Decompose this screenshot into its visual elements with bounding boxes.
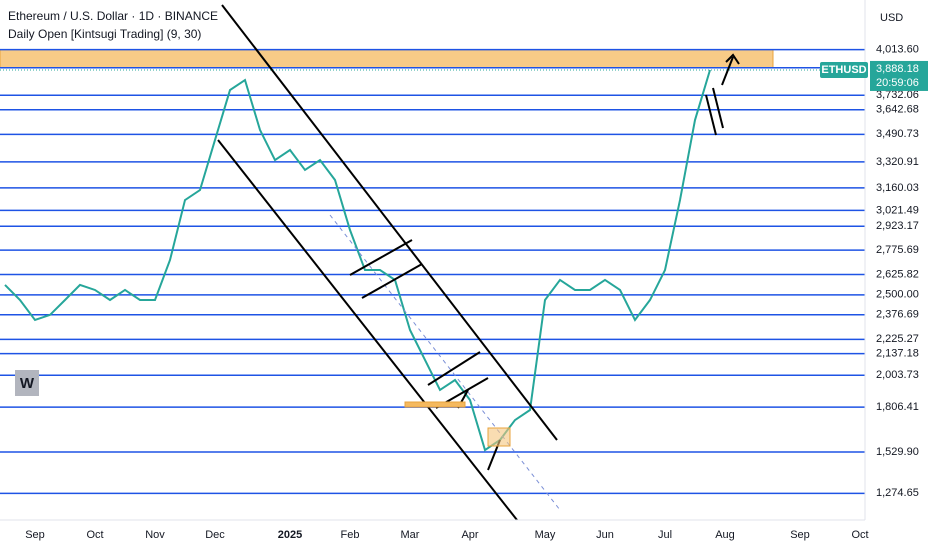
tick-label-bg	[870, 332, 928, 347]
tick-label-bg	[870, 88, 928, 103]
y-tick-label: 3,320.91	[876, 156, 919, 168]
y-tick-label: 2,500.00	[876, 289, 919, 301]
y-tick-label: 3,490.73	[876, 128, 919, 140]
indicator-label: Daily Open [Kintsugi Trading] (9, 30)	[8, 27, 201, 41]
y-tick-label: 3,160.03	[876, 182, 919, 194]
y-tick-label: 2,137.18	[876, 348, 919, 360]
tick-label-bg	[870, 42, 928, 57]
x-tick-label: Jun	[596, 529, 614, 541]
tick-label-bg	[870, 102, 928, 117]
arrow-head	[725, 53, 740, 65]
tick-label-bg	[870, 203, 928, 218]
tick-label-bg	[870, 127, 928, 142]
flag-line	[349, 239, 413, 276]
channel-upper	[221, 4, 558, 441]
tick-label-bg	[870, 486, 928, 501]
arrow-shaft	[721, 56, 734, 86]
tick-label-bg	[870, 287, 928, 302]
tick-label-bg	[870, 368, 928, 383]
tick-label-bg	[870, 346, 928, 361]
symbol-tag-bg	[820, 61, 868, 78]
tick-label-bg	[870, 180, 928, 195]
symbol-tag: ETHUSD	[821, 64, 866, 76]
x-tick-label: Mar	[401, 529, 420, 541]
badge-box	[15, 370, 39, 396]
y-tick-label: 1,274.65	[876, 487, 919, 499]
y-tick-label: 2,775.69	[876, 244, 919, 256]
chart-title: Ethereum / U.S. Dollar · 1D · BINANCE	[8, 9, 218, 23]
tick-label-bg	[870, 444, 928, 459]
last-price-bg	[870, 60, 928, 91]
y-tick-label: 2,625.82	[876, 268, 919, 280]
tick-label-bg	[870, 243, 928, 258]
y-tick-label: 2,923.17	[876, 220, 919, 232]
x-tick-label: May	[535, 529, 556, 541]
tick-label-bg	[870, 154, 928, 169]
tick-label-bg	[870, 267, 928, 282]
y-tick-label: 4,013.60	[876, 44, 919, 56]
y-tick-label: 1,529.90	[876, 446, 919, 458]
tick-label-bg	[870, 400, 928, 415]
x-tick-label: Feb	[341, 529, 360, 541]
y-tick-label: 1,806.41	[876, 401, 919, 413]
x-tick-label: Sep	[790, 529, 810, 541]
x-tick-label: Sep	[25, 529, 45, 541]
flag-line	[705, 94, 717, 136]
tick-label-bg	[870, 307, 928, 322]
flag-line	[427, 351, 481, 386]
currency-label: USD	[880, 12, 903, 24]
y-tick-label: 2,376.69	[876, 309, 919, 321]
countdown: 20:59:06	[876, 77, 919, 89]
x-tick-label: Oct	[86, 529, 103, 541]
x-tick-label: Dec	[205, 529, 225, 541]
x-tick-label: 2025	[278, 529, 302, 541]
y-tick-label: 3,732.06	[876, 89, 919, 101]
flag-line	[712, 87, 724, 129]
y-tick-label: 3,021.49	[876, 204, 919, 216]
x-tick-label: Apr	[461, 529, 478, 541]
x-tick-label: Nov	[145, 529, 165, 541]
flag-line	[361, 263, 423, 299]
tick-label-bg	[870, 219, 928, 234]
zone-box	[404, 401, 466, 408]
zone-box	[487, 427, 511, 447]
x-tick-label: Aug	[715, 529, 735, 541]
y-tick-label: 2,225.27	[876, 333, 919, 345]
channel-mid	[329, 214, 561, 511]
drawings	[217, 4, 740, 521]
channel-lower	[217, 139, 518, 521]
y-tick-label: 3,642.68	[876, 104, 919, 116]
y-tick-label: 2,003.73	[876, 369, 919, 381]
last-price: 3,888.18	[876, 63, 919, 75]
x-tick-label: Jul	[658, 529, 672, 541]
levels	[0, 48, 932, 495]
badge: W	[20, 375, 35, 392]
x-tick-label: Oct	[851, 529, 868, 541]
price-line	[4, 69, 711, 452]
resistance-zone	[0, 49, 774, 69]
